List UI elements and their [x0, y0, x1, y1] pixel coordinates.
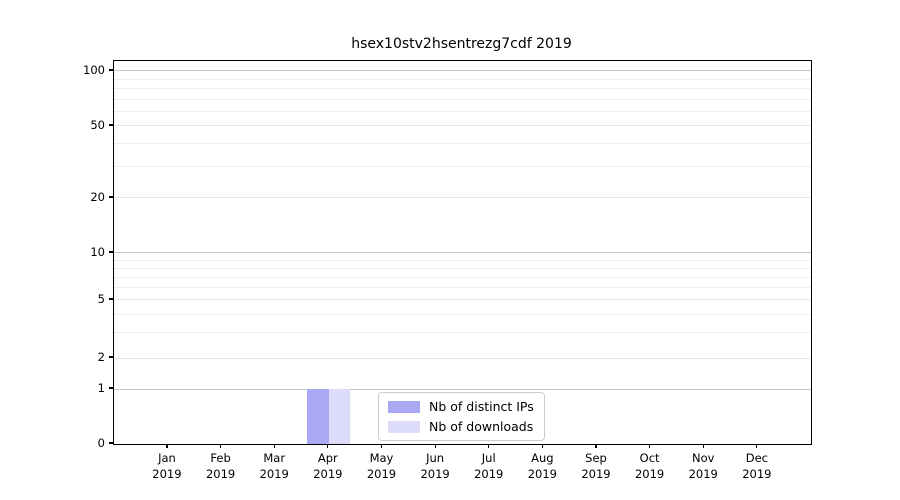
- x-tick-year: 2019: [152, 467, 182, 481]
- bar-nb-of-downloads: [328, 389, 351, 444]
- y-minor-gridline: [114, 276, 811, 278]
- legend-entry: Nb of distinct IPs: [388, 399, 534, 414]
- legend: Nb of distinct IPs Nb of downloads: [378, 392, 545, 441]
- y-tick-label: 100: [83, 62, 105, 77]
- x-tick-month: Jul: [481, 451, 496, 465]
- x-tick: [702, 444, 704, 448]
- y-tick: [109, 251, 113, 253]
- x-tick-label: Dec 2019: [730, 450, 784, 482]
- y-minor-gridline: [114, 313, 811, 315]
- y-tick-label: 2: [97, 350, 105, 365]
- x-tick-label: Feb 2019: [194, 450, 248, 482]
- y-gridline: [114, 70, 811, 72]
- y-tick: [109, 356, 113, 358]
- x-tick: [595, 444, 597, 448]
- x-tick-label: Jan 2019: [140, 450, 194, 482]
- y-tick: [109, 442, 113, 444]
- y-minor-gridline: [114, 88, 811, 90]
- x-tick: [756, 444, 758, 448]
- x-tick-month: Aug: [531, 451, 554, 465]
- bar-nb-of-distinct-ips: [307, 389, 329, 444]
- x-tick-month: Nov: [692, 451, 715, 465]
- y-minor-gridline: [114, 259, 811, 261]
- x-tick-year: 2019: [742, 467, 772, 481]
- x-tick-month: May: [369, 451, 394, 465]
- x-tick-year: 2019: [688, 467, 718, 481]
- x-tick-year: 2019: [366, 467, 397, 481]
- y-tick: [109, 69, 113, 71]
- x-tick: [434, 444, 436, 448]
- y-gridline: [114, 197, 811, 199]
- x-tick-label: Sep 2019: [569, 450, 623, 482]
- x-tick-month: Mar: [263, 451, 286, 465]
- x-tick: [219, 444, 222, 448]
- y-gridline: [114, 299, 811, 301]
- y-gridline: [114, 252, 811, 254]
- x-tick: [327, 444, 329, 448]
- x-tick-year: 2019: [420, 467, 450, 481]
- chart-title: hsex10stv2hsentrezg7cdf 2019: [351, 36, 572, 52]
- x-tick-month: Sep: [585, 451, 607, 465]
- y-minor-gridline: [114, 143, 811, 145]
- y-minor-gridline: [114, 78, 811, 80]
- y-tick: [109, 387, 113, 389]
- x-tick-label: Jul 2019: [462, 450, 516, 482]
- legend-label: Nb of downloads: [429, 419, 534, 434]
- x-tick-year: 2019: [581, 467, 611, 481]
- y-tick: [109, 298, 113, 300]
- y-tick-label: 0: [97, 436, 105, 450]
- y-tick: [109, 124, 113, 126]
- y-tick-label: 20: [90, 189, 105, 204]
- x-tick-year: 2019: [474, 467, 504, 481]
- x-tick-label: Aug 2019: [515, 450, 569, 482]
- legend-swatch-icon: [388, 400, 420, 413]
- x-tick-month: Apr: [317, 451, 338, 465]
- x-tick-month: Oct: [639, 451, 660, 465]
- x-tick-label: Apr 2019: [301, 450, 355, 482]
- x-tick-year: 2019: [205, 467, 236, 481]
- legend-label: Nb of distinct IPs: [429, 399, 534, 414]
- x-tick: [166, 444, 168, 448]
- y-minor-gridline: [114, 267, 811, 269]
- y-gridline: [114, 125, 811, 127]
- y-tick-label: 10: [90, 244, 105, 259]
- x-tick: [273, 444, 275, 448]
- y-gridline: [114, 388, 811, 390]
- x-tick: [488, 444, 490, 448]
- plot-area: Nb of distinct IPs Nb of downloads: [113, 60, 812, 445]
- x-tick-year: 2019: [634, 467, 665, 481]
- x-tick-month: Jun: [426, 451, 445, 465]
- x-tick-year: 2019: [259, 467, 289, 481]
- x-tick-month: Dec: [745, 451, 768, 465]
- x-tick-year: 2019: [313, 467, 343, 481]
- legend-swatch-icon: [388, 420, 420, 433]
- y-tick: [109, 196, 113, 198]
- y-tick-label: 1: [97, 381, 105, 395]
- x-tick-label: Oct 2019: [623, 450, 677, 482]
- y-gridline: [114, 357, 811, 359]
- y-tick-label: 50: [90, 117, 105, 132]
- y-minor-gridline: [114, 111, 811, 113]
- x-tick-label: Mar 2019: [247, 450, 301, 482]
- y-minor-gridline: [114, 287, 811, 289]
- x-tick-month: Jan: [158, 451, 176, 465]
- legend-entry: Nb of downloads: [388, 419, 534, 434]
- x-tick-label: May 2019: [354, 450, 408, 482]
- y-minor-gridline: [114, 165, 811, 167]
- y-minor-gridline: [114, 331, 811, 333]
- x-tick-year: 2019: [527, 467, 557, 481]
- x-tick-label: Nov 2019: [676, 450, 730, 482]
- x-tick: [541, 444, 543, 448]
- y-minor-gridline: [114, 98, 811, 100]
- x-tick-month: Feb: [210, 451, 231, 465]
- x-tick: [649, 444, 651, 448]
- y-tick-label: 5: [97, 291, 105, 306]
- x-tick-label: Jun 2019: [408, 450, 462, 482]
- x-tick: [380, 444, 383, 448]
